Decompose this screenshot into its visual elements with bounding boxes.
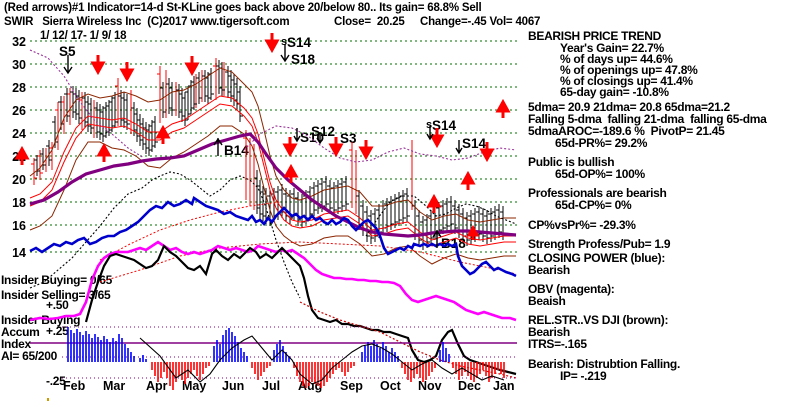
info-distribution: Bearish: Distrubtion Falling. (528, 357, 680, 371)
label-accum-line2: Accum (1, 325, 40, 339)
header-date-range: 1/ 12/ 17- 1/ 9/ 18 (40, 30, 127, 42)
info-stat-closings-up: % of closings up= 41.4% (560, 74, 693, 88)
x-tick-dec: Dec (458, 379, 481, 393)
header-indicator-line: (Red arrows)#1 Indicator=14-d St-KLine g… (4, 2, 482, 14)
y-tick-22: 22 (12, 150, 26, 164)
annotation-s14a-overlap: s (281, 36, 288, 48)
info-stat-65day-gain: 65-day gain= -10.8% (560, 85, 669, 99)
annotation-b18: B18 (441, 236, 466, 251)
info-stat-openings-up: % of openings up= 47.8% (560, 63, 698, 77)
info-stat-days-up: % of days up= 44.6% (560, 52, 673, 66)
y-tick-14: 14 (12, 246, 26, 260)
relative-strength-dotted (29, 49, 517, 163)
x-tick-apr: Apr (146, 379, 168, 393)
annotation-s5: S5 (59, 44, 76, 59)
info-ip: IP= -.219 (560, 369, 607, 383)
info-ma-trend: Falling 5-dma falling 21-dma falling 65-… (528, 112, 767, 126)
header-change-volume: Change=-.45 Vol= 4067 (420, 16, 541, 28)
y-tick-20: 20 (12, 173, 26, 187)
info-strength-profess-pub: Strength Profess/Pub= 1.9 (528, 237, 671, 251)
x-tick-aug: Aug (298, 379, 323, 393)
x-tick-sep: Sep (340, 379, 363, 393)
x-tick-mar: Mar (103, 379, 126, 393)
info-professionals-sentiment: Professionals are bearish (528, 186, 667, 200)
y-tick-28: 28 (12, 81, 26, 95)
accum-gridlines (62, 326, 517, 379)
info-closing-power-title: CLOSING POWER (blue): (528, 251, 666, 265)
info-closing-power-value: Bearish (528, 263, 570, 277)
y-tick-26: 26 (12, 104, 26, 118)
info-65d-cp: 65d-CP%= 0% (555, 198, 632, 212)
x-tick-oct: Oct (380, 379, 401, 393)
pivot-trend-line (29, 132, 517, 238)
y-tick-16: 16 (12, 219, 26, 233)
info-relstr-value: Bearish (528, 325, 570, 339)
annotation-s14c: S14 (462, 136, 487, 151)
price-chart-canvas[interactable] (0, 30, 517, 401)
x-tick-may: May (182, 379, 207, 393)
info-panel-title: BEARISH PRICE TREND (528, 29, 661, 43)
info-cp-vs-pr: CP%vsPr%= -29.3% (528, 218, 636, 232)
label-accum-line3: Index (1, 337, 31, 351)
label-pointer-down-icon (63, 44, 463, 155)
info-obv-value: Beaish (528, 294, 566, 308)
info-65d-pr: 65d-PR%= 29.2% (555, 136, 648, 150)
annotation-s14b-overlap: s (426, 119, 433, 131)
info-aroc-pivot: 5dmaAROC=-189.6 % PivotP= 21.45 (528, 124, 725, 138)
x-tick-feb: Feb (63, 379, 86, 393)
price-gridlines (30, 40, 517, 253)
info-itrs: ITRS=-.165 (528, 337, 587, 351)
info-stat-years-gain: Year's Gain= 22.7% (560, 41, 664, 55)
x-tick-nov: Nov (418, 379, 442, 393)
annotation-s3: S3 (340, 131, 357, 146)
ohlc-bars (31, 58, 506, 250)
info-relstr-title: REL.STR..VS DJI (brown): (528, 313, 669, 327)
y-tick-24: 24 (12, 127, 26, 141)
x-tick-jan: Jan (493, 379, 515, 393)
header-close: Close= 20.25 (334, 16, 405, 28)
accum-signal-line (139, 335, 505, 385)
label-insider-buying: Insider Buying= 0/65 (1, 273, 113, 287)
info-moving-averages: 5dma= 20.9 21dma= 20.8 65dma=21.2 (528, 100, 730, 114)
accumulation-black-line (84, 244, 517, 376)
accum-dotted-overlay (299, 301, 517, 379)
y-tick-32: 32 (12, 35, 26, 49)
info-65d-op: 65d-OP%= 100% (555, 167, 645, 181)
scale-label-minus25: -.25 (46, 374, 66, 388)
y-tick-30: 30 (12, 58, 26, 72)
header-symbol-line: SWIR Sierra Wireless Inc (C)2017 www.tig… (4, 16, 290, 28)
envelope-bands (29, 67, 516, 265)
annotation-s14a: S14 (287, 35, 312, 50)
info-public-sentiment: Public is bullish (528, 155, 615, 169)
annotation-s12: S12 (311, 124, 336, 139)
y-tick-18: 18 (12, 196, 26, 210)
x-tick-jun: Jun (222, 379, 245, 393)
annotation-s14b: S14 (432, 118, 457, 133)
info-obv-title: OBV (magenta): (528, 282, 615, 296)
annotation-s18: S18 (291, 52, 316, 67)
x-tick-jul: Jul (262, 379, 281, 393)
annotation-b14: B14 (224, 143, 249, 158)
scale-label-plus25: +.25 (46, 324, 69, 338)
label-accum-ai: AI= 65/200 (1, 349, 58, 363)
scale-label-plus50: +.50 (46, 298, 69, 312)
